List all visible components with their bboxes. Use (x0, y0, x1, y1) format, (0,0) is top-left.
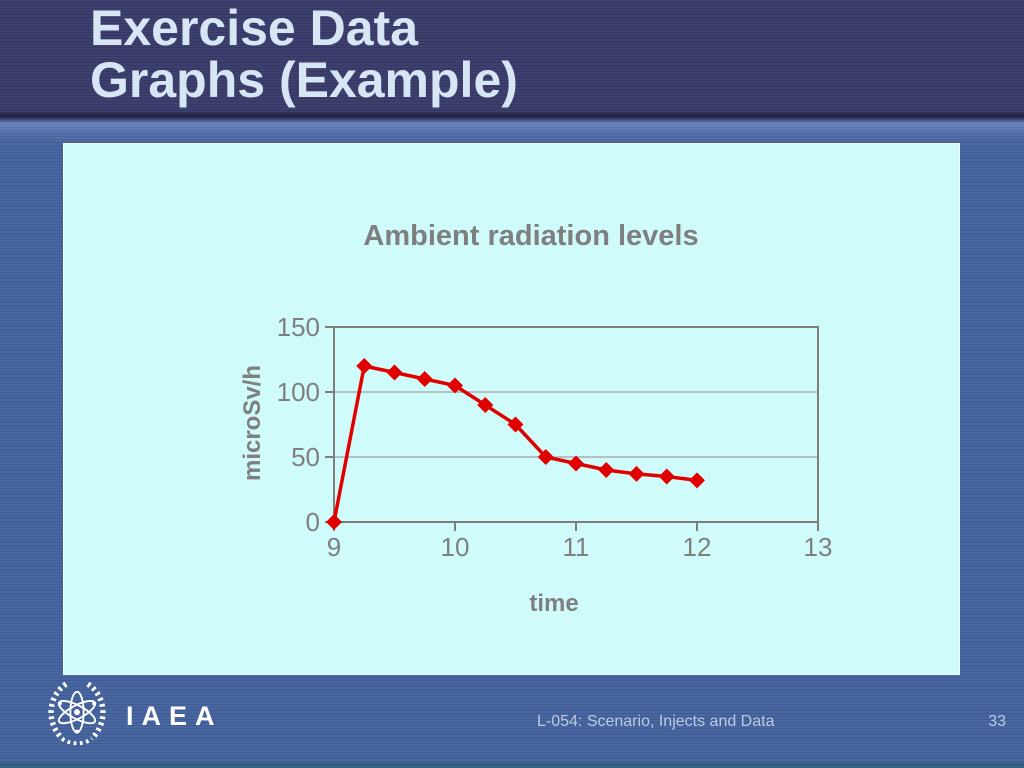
y-tick-label: 50 (291, 442, 320, 472)
slide-header: Exercise Data Graphs (Example) (0, 0, 1024, 112)
chart-panel: Ambient radiation levels 0 50 100 150 9 10 11 1… (63, 143, 960, 675)
x-tick-label: 11 (562, 532, 590, 562)
x-tick-label: 13 (803, 532, 833, 562)
iaea-emblem-icon (48, 681, 106, 746)
x-tick-label: 12 (682, 532, 712, 562)
slide-title-line2: Graphs (Example) (90, 52, 518, 108)
chart-svg (325, 326, 819, 531)
plot-labels: 0 50 100 150 9 10 11 12 13 (64, 144, 959, 674)
footer-course-label: L-054: Scenario, Injects and Data (537, 713, 775, 730)
y-tick-label: 150 (276, 312, 320, 342)
y-tick-label: 0 (305, 507, 320, 537)
x-axis-title: time (529, 590, 579, 617)
slide-title: Exercise Data Graphs (Example) (90, 2, 518, 106)
iaea-logo: IAEA (38, 678, 223, 754)
y-tick-label: 100 (276, 377, 320, 407)
slide-bottom-edge (0, 763, 1024, 768)
iaea-logo-text: IAEA (126, 700, 223, 731)
y-axis-title: microSv/h (239, 364, 266, 482)
x-tick-label: 9 (326, 532, 342, 562)
x-tick-label: 10 (440, 532, 470, 562)
slide-title-line1: Exercise Data (90, 0, 419, 56)
footer-page-number: 33 (988, 713, 1006, 730)
header-divider-band (0, 112, 1024, 144)
chart-title: Ambient radiation levels (363, 220, 699, 252)
